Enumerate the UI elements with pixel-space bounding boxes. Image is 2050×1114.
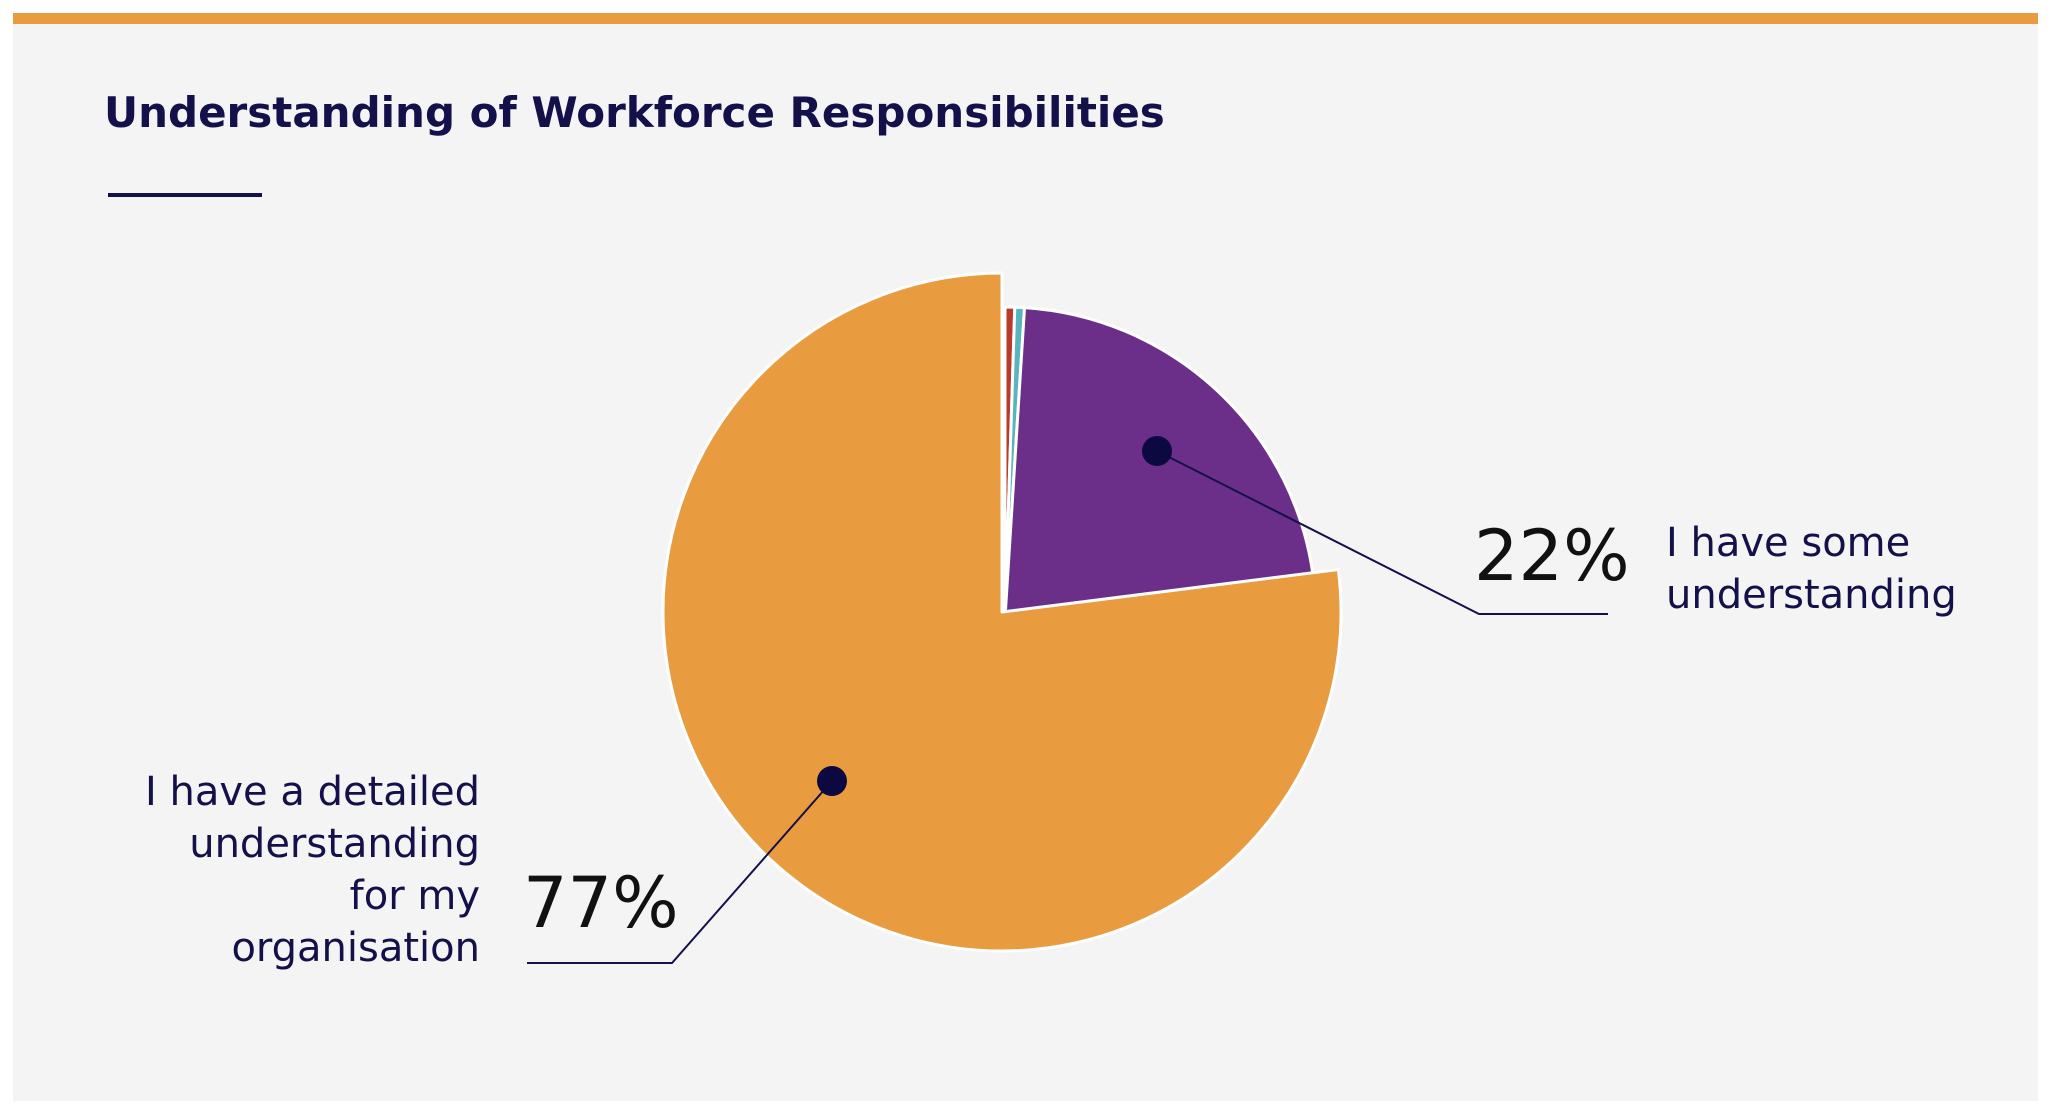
detailed-understanding-marker-dot	[817, 766, 847, 796]
category-label-some-understanding: I have some understanding	[1666, 520, 1957, 618]
slice-detailed-understanding	[661, 271, 1343, 953]
value-label-detailed-understanding: 77%	[523, 862, 679, 944]
accent-bar	[13, 13, 2038, 24]
some-understanding-marker-dot	[1142, 436, 1172, 466]
detailed-understanding-leader-line	[527, 780, 833, 964]
chart-title: Understanding of Workforce Responsibilit…	[104, 88, 1165, 137]
value-label-some-understanding: 22%	[1474, 515, 1630, 597]
title-underline	[108, 193, 262, 197]
category-label-detailed-understanding: I have a detailed understanding for my orga…	[144, 769, 480, 971]
some-understanding-leader-line	[1156, 450, 1608, 615]
